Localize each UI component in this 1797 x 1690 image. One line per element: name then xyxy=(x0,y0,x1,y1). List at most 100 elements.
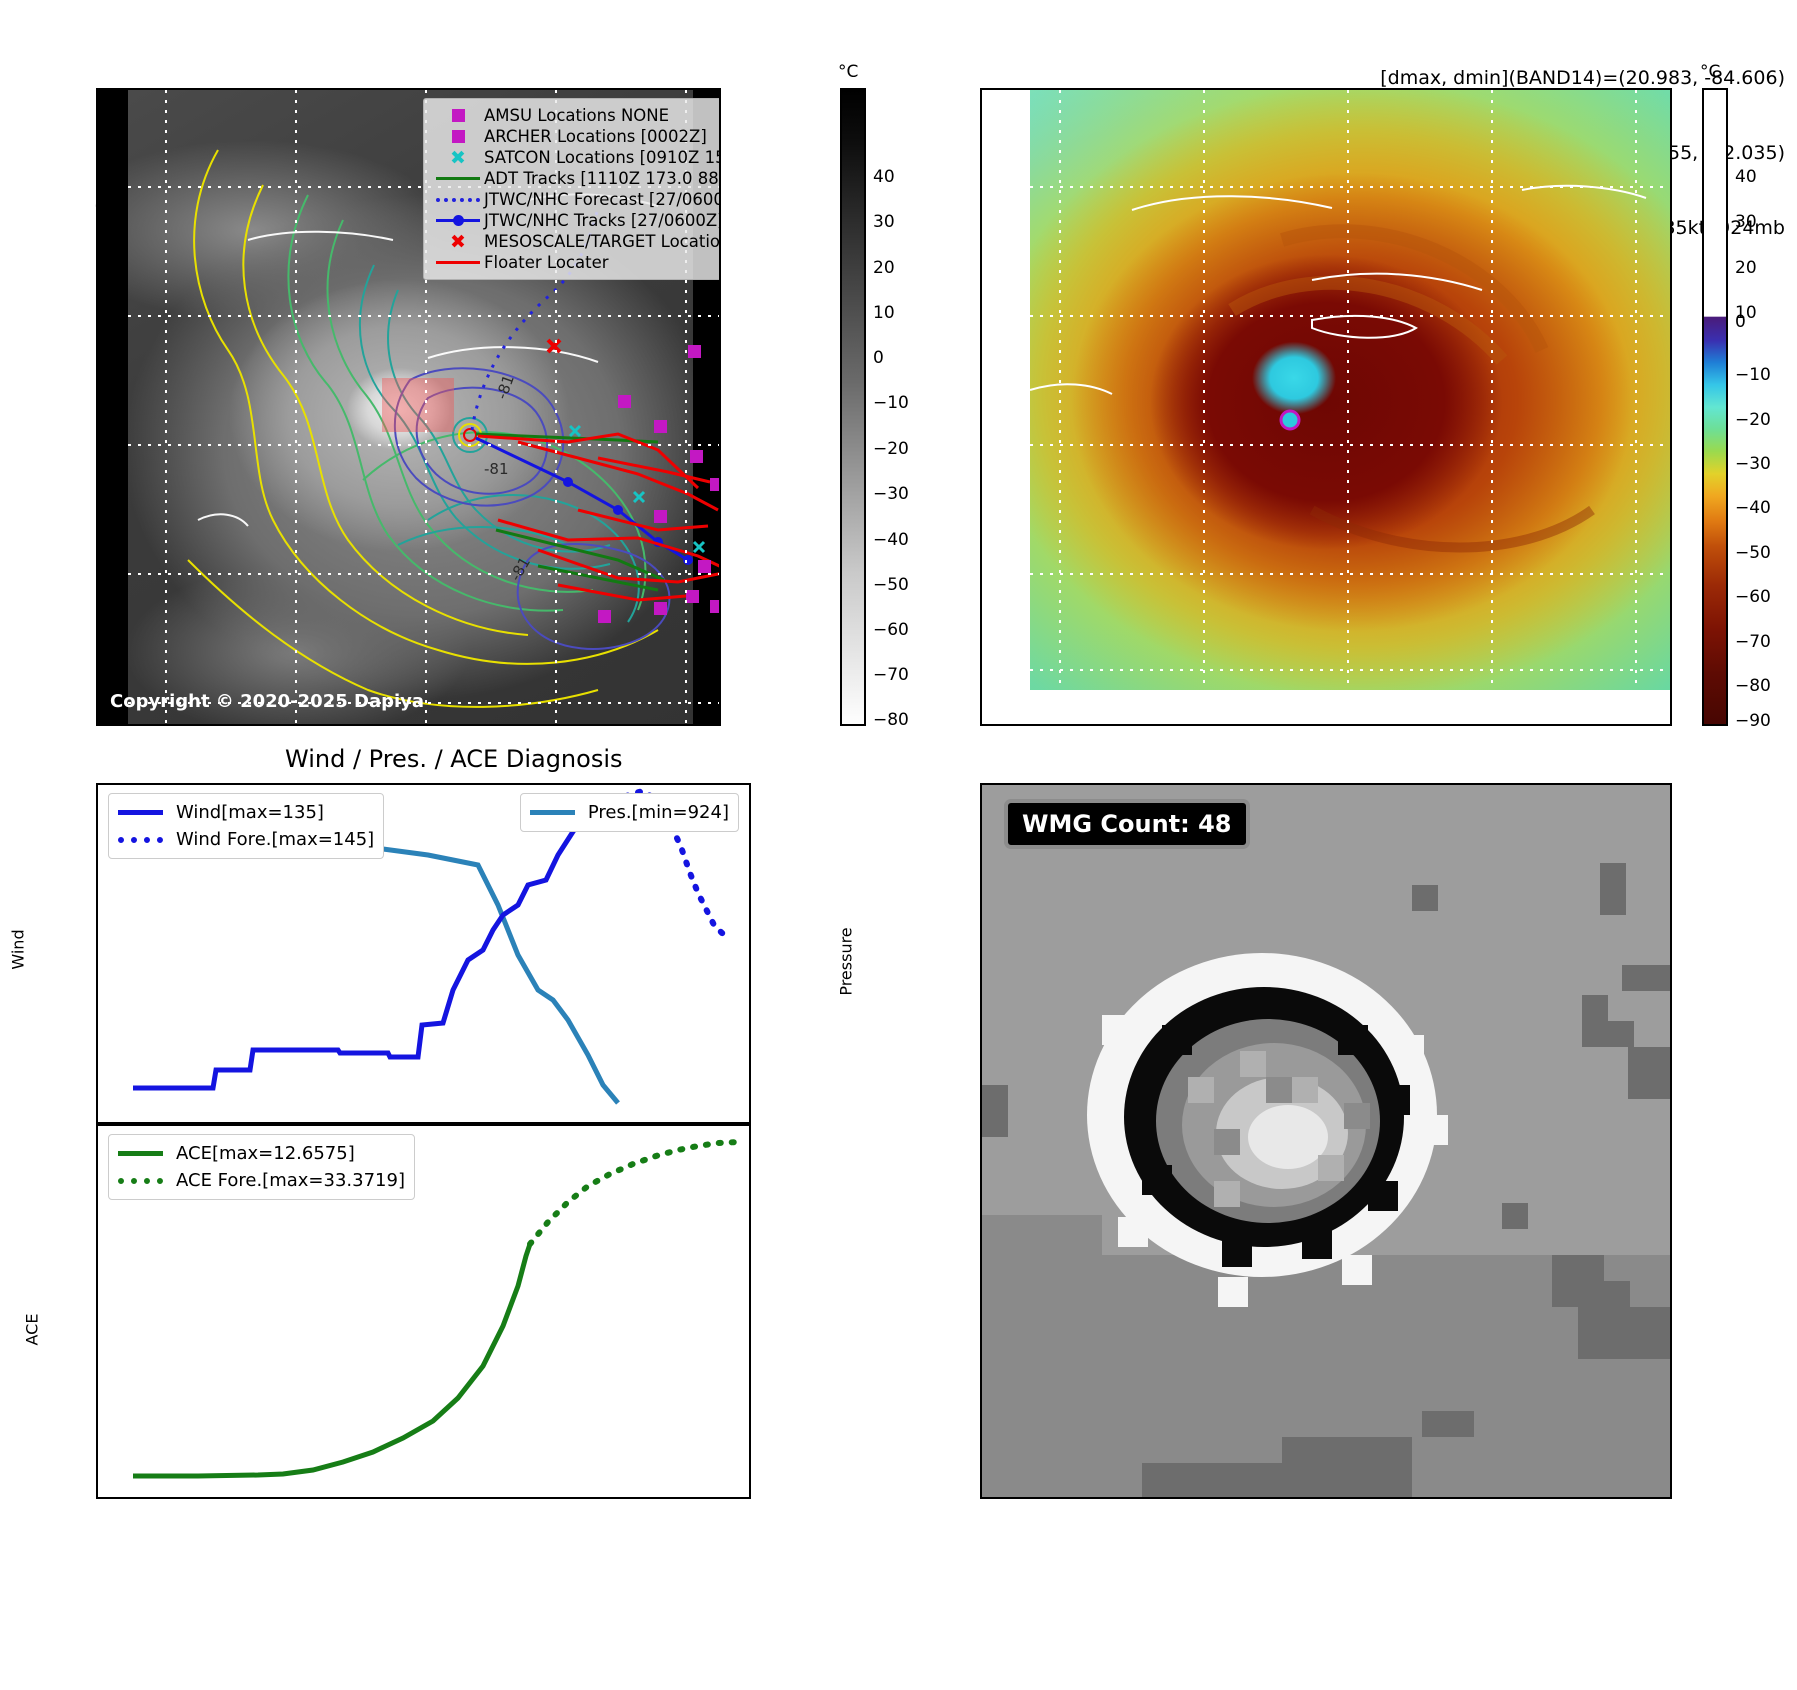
lon-label: 78°W xyxy=(1325,724,1372,726)
cb-tick: −10 xyxy=(873,393,909,414)
lon-label: 80°W xyxy=(273,724,320,726)
legend-item-wind-forecast: Wind Fore.[max=145] xyxy=(118,826,374,853)
lat-label: 14°N xyxy=(96,566,98,586)
wind-pressure-chart[interactable]: 140 120 100 80 60 40 1000 980 960 940 92… xyxy=(96,783,751,1124)
cb-tick: 20 xyxy=(1735,257,1757,278)
cb-tick: −20 xyxy=(1735,409,1771,430)
ace-tick: 5 xyxy=(96,1420,98,1440)
pressure-tick: 920 xyxy=(749,1071,751,1091)
lat-label: 14°N xyxy=(980,566,982,586)
cb-tick: −70 xyxy=(1735,631,1771,652)
ir-graticule xyxy=(128,90,719,724)
pressure-tick: 980 xyxy=(749,891,751,911)
cb-tick: 30 xyxy=(1735,211,1757,232)
colorbar-right: 40 30 20 10 0 −10 −20 −30 −40 −50 −60 −7… xyxy=(1702,88,1771,731)
ace-tick: 30 xyxy=(96,1180,98,1200)
wind-tick: 120 xyxy=(96,854,98,874)
lat-label: 18°N xyxy=(96,308,98,328)
pressure-tick: 940 xyxy=(749,1011,751,1031)
legend-item-wind: Wind[max=135] xyxy=(118,799,374,826)
wind-axis-label: Wind xyxy=(8,929,28,970)
wmg-grid-panel[interactable]: WMG Count: 48 xyxy=(980,783,1672,1499)
red-x-icon: ✖ xyxy=(450,230,466,253)
cb-tick: 10 xyxy=(1735,302,1757,323)
cb-tick: −40 xyxy=(1735,498,1771,519)
legend-item-pressure: Pres.[min=924] xyxy=(529,799,729,826)
enhanced-ir-map[interactable]: 20°N 18°N 16°N 14°N 12°N 82°W 80°W 78°W … xyxy=(980,88,1672,726)
contour-label: -81 xyxy=(484,460,509,478)
magenta-square-icon xyxy=(432,109,484,122)
cb-tick: −50 xyxy=(873,574,909,595)
legend-label: Wind[max=135] xyxy=(176,802,324,823)
ace-plot xyxy=(133,1139,741,1479)
lon-label: 82°W xyxy=(143,724,190,726)
cb-tick: 0 xyxy=(1735,312,1746,333)
blue-line-dot-icon xyxy=(432,215,484,226)
green-dotted-line-icon xyxy=(118,1177,176,1184)
lat-label: 20°N xyxy=(980,179,982,199)
colorbar-left-unit: °C xyxy=(838,62,859,82)
ace-tick: 25 xyxy=(96,1228,98,1248)
pressure-tick: 960 xyxy=(749,951,751,971)
legend-item-archer: ARCHER Locations [0002Z] xyxy=(432,126,719,147)
wmg-cell-grid xyxy=(982,785,1670,1497)
cb-tick: 20 xyxy=(873,257,895,278)
wind-legend: Wind[max=135] Wind Fore.[max=145] xyxy=(108,793,385,859)
colorbar-left: 40 30 20 10 0 −10 −20 −30 −40 −50 −60 −7… xyxy=(840,88,909,730)
green-solid-line-icon xyxy=(118,1151,176,1156)
eir-overlay xyxy=(1029,90,1670,690)
legend-item-forecast: JTWC/NHC Forecast [27/0600Z] xyxy=(432,189,719,210)
enhanced-ir-imagery xyxy=(1030,90,1670,690)
lon-label: 74°W xyxy=(1613,724,1660,726)
colorbar-right-unit: °C xyxy=(1700,62,1721,82)
blue-solid-line-icon xyxy=(118,810,176,815)
ace-chart[interactable]: 35 30 25 20 15 10 5 0 ACE[max=12.6575] A… xyxy=(96,1124,751,1499)
cb-tick: 0 xyxy=(873,348,884,369)
cb-tick: 40 xyxy=(1735,166,1757,187)
ace-tick: 20 xyxy=(96,1276,98,1296)
legend-label: Floater Locater xyxy=(484,253,609,272)
red-line-icon xyxy=(432,261,484,264)
wind-tick: 100 xyxy=(96,911,98,931)
cyan-x-icon: ✖ xyxy=(450,146,466,169)
lat-label: 20°N xyxy=(96,179,98,199)
lat-label: 18°N xyxy=(980,308,982,328)
cb-tick: 30 xyxy=(873,211,895,232)
green-line-icon xyxy=(432,177,484,180)
ir-map-legend: AMSU Locations NONE ARCHER Locations [00… xyxy=(423,98,721,280)
dmax-dmin-band14: [dmax, dmin](BAND14)=(20.983, -84.606) xyxy=(1380,67,1785,89)
magenta-square-icon xyxy=(432,130,484,143)
cb-tick: 40 xyxy=(873,166,895,187)
wmg-count-badge: WMG Count: 48 xyxy=(1004,799,1250,849)
lat-label: 16°N xyxy=(96,437,98,457)
pressure-legend: Pres.[min=924] xyxy=(519,793,739,832)
wind-tick: 60 xyxy=(96,1025,98,1045)
legend-label: MESOSCALE/TARGET Location xyxy=(484,232,721,251)
legend-label: AMSU Locations NONE xyxy=(484,106,670,125)
steel-solid-line-icon xyxy=(529,810,588,815)
cb-tick: −70 xyxy=(873,665,909,686)
legend-label: JTWC/NHC Tracks [27/0600Z] xyxy=(484,211,721,230)
cb-tick: −50 xyxy=(1735,542,1771,563)
ir-mesoscale-map[interactable]: -81 -81 -81 AMSU Locations NONE ARCHER L… xyxy=(96,88,721,726)
blue-dotted-line-icon xyxy=(118,836,176,843)
cb-tick: 10 xyxy=(873,302,895,323)
ace-legend: ACE[max=12.6575] ACE Fore.[max=33.3719] xyxy=(108,1134,415,1200)
ace-tick: 10 xyxy=(96,1372,98,1392)
diagnosis-title: Wind / Pres. / ACE Diagnosis xyxy=(285,745,623,773)
ir-overlay-vectors xyxy=(187,149,719,708)
cb-tick: −80 xyxy=(1735,675,1771,696)
legend-item-mesoscale: ✖ MESOSCALE/TARGET Location xyxy=(432,230,721,253)
legend-label: ACE[max=12.6575] xyxy=(176,1143,355,1164)
pressure-axis-label: Pressure xyxy=(836,927,856,996)
legend-item-ace: ACE[max=12.6575] xyxy=(118,1140,405,1167)
cb-tick: −10 xyxy=(1735,365,1771,386)
lon-label: 76°W xyxy=(533,724,580,726)
lon-label: 78°W xyxy=(403,724,450,726)
lon-label: 80°W xyxy=(1181,724,1228,726)
lon-label: 82°W xyxy=(1037,724,1084,726)
cb-tick: −60 xyxy=(873,620,909,641)
lat-label: 12°N xyxy=(96,695,98,715)
cb-tick: −20 xyxy=(873,438,909,459)
cb-tick: −40 xyxy=(873,529,909,550)
